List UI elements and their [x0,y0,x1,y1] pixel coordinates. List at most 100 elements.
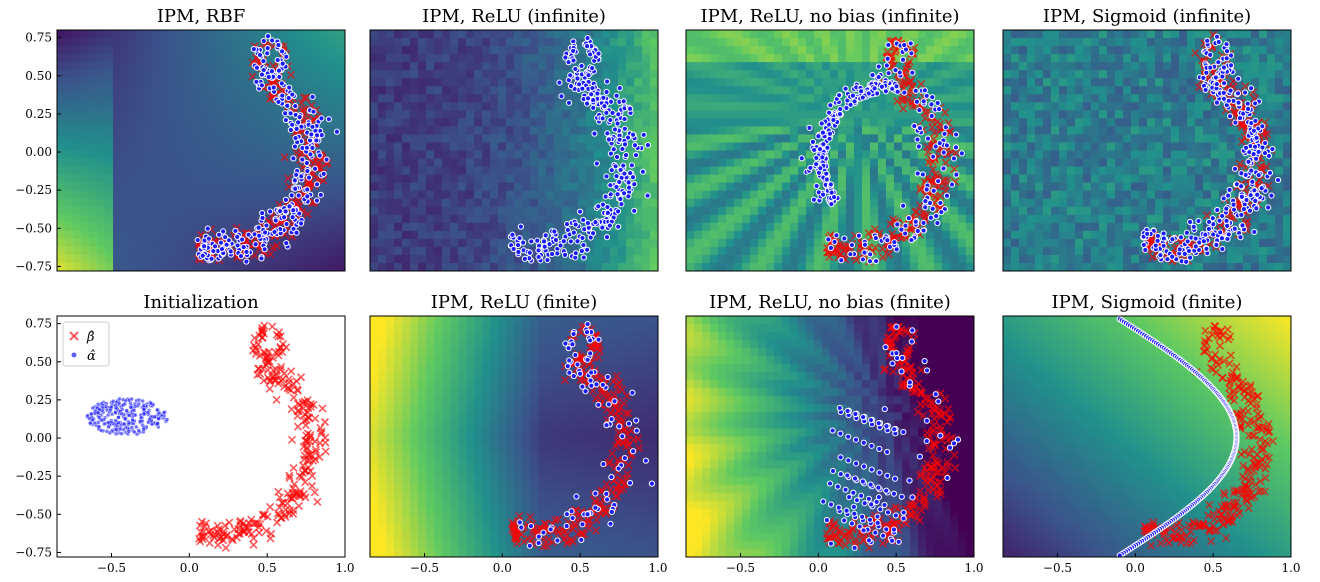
alpha-point [148,401,154,406]
beta-point [317,427,326,436]
alpha-point [938,208,945,216]
alpha-point [587,51,594,58]
alpha-point [584,220,592,227]
alpha-point [585,72,592,79]
beta-point [1262,162,1271,171]
alpha-point [940,149,947,156]
alpha-point [583,100,591,107]
beta-point [263,356,272,365]
alpha-point [588,369,595,376]
alpha-point [570,372,577,380]
beta-point [917,365,926,375]
beta-point [1211,350,1220,359]
beta-point [1214,360,1223,370]
alpha-point [834,483,841,490]
alpha-point [595,50,602,57]
alpha-point [156,416,161,421]
beta-point [878,253,887,262]
alpha-point [1190,223,1197,230]
alpha-point [943,192,951,199]
alpha-point [836,404,843,412]
y-tick-label: −0.75 [15,545,52,559]
alpha-point [205,235,212,242]
beta-point [1234,504,1243,513]
alpha-point [590,96,597,104]
beta-point [1252,424,1261,433]
alpha-point [849,92,857,99]
beta-point [293,386,302,395]
alpha-point [1253,205,1260,212]
alpha-point [613,173,620,180]
alpha-point [268,68,276,75]
beta-point [1172,521,1181,530]
alpha-point [114,427,119,432]
alpha-point [516,234,523,242]
alpha-point [552,236,560,244]
alpha-point [908,338,915,345]
alpha-point [1185,247,1193,255]
alpha-point [604,203,611,211]
beta-point [244,528,253,537]
alpha-point [1213,99,1221,106]
alpha-point [861,500,868,507]
alpha-point [625,184,633,191]
alpha-point [1215,38,1222,46]
alpha-point [629,174,637,181]
beta-point [1224,335,1233,344]
beta-point [313,497,322,506]
alpha-point [825,236,832,243]
alpha-point [603,234,611,241]
alpha-point [866,516,874,523]
alpha-point [583,329,591,336]
beta-point [623,470,632,479]
alpha-point [578,247,585,255]
beta-point [928,451,938,460]
beta-point [315,452,324,462]
alpha-point [837,454,844,461]
alpha-point [820,141,827,148]
alpha-point [595,336,602,343]
alpha-point [106,424,111,430]
alpha-point [934,99,941,107]
alpha-point [279,60,286,67]
alpha-point [126,420,132,426]
beta-point [256,520,265,529]
alpha-point [1236,115,1244,122]
beta-point [1225,379,1234,388]
alpha-point [243,258,250,265]
alpha-point [292,134,299,142]
beta-point [284,174,293,183]
alpha-point [275,41,282,49]
alpha-point [1177,234,1185,241]
beta-point [268,322,277,331]
alpha-point [929,94,936,101]
x-tick-label: −0.5 [1043,561,1072,575]
beta-point [920,463,929,473]
panel-init: Initialization0.750.500.250.00−0.25−0.50… [15,292,354,575]
alpha-point [141,411,147,417]
alpha-point [237,253,245,260]
alpha-point [567,72,574,79]
alpha-point [554,537,561,544]
alpha-point [278,80,285,87]
alpha-point [603,422,610,429]
alpha-point [124,408,129,413]
alpha-point [528,238,535,245]
alpha-point [916,125,924,132]
axes-frame-relu_inf [369,29,659,272]
alpha-point [221,234,229,241]
panel-relu_inf: IPM, ReLU (infinite) [369,6,659,272]
alpha-point [893,355,901,362]
alpha-point [924,135,932,142]
beta-point [928,399,937,408]
alpha-point [877,506,884,513]
beta-point [286,70,296,79]
legend-beta-marker [69,331,79,341]
alpha-point [865,90,872,97]
alpha-point [534,237,541,244]
alpha-point [607,182,614,189]
alpha-point [1142,246,1149,254]
beta-point [1244,482,1253,491]
alpha-point [620,98,627,105]
alpha-point [275,98,282,106]
